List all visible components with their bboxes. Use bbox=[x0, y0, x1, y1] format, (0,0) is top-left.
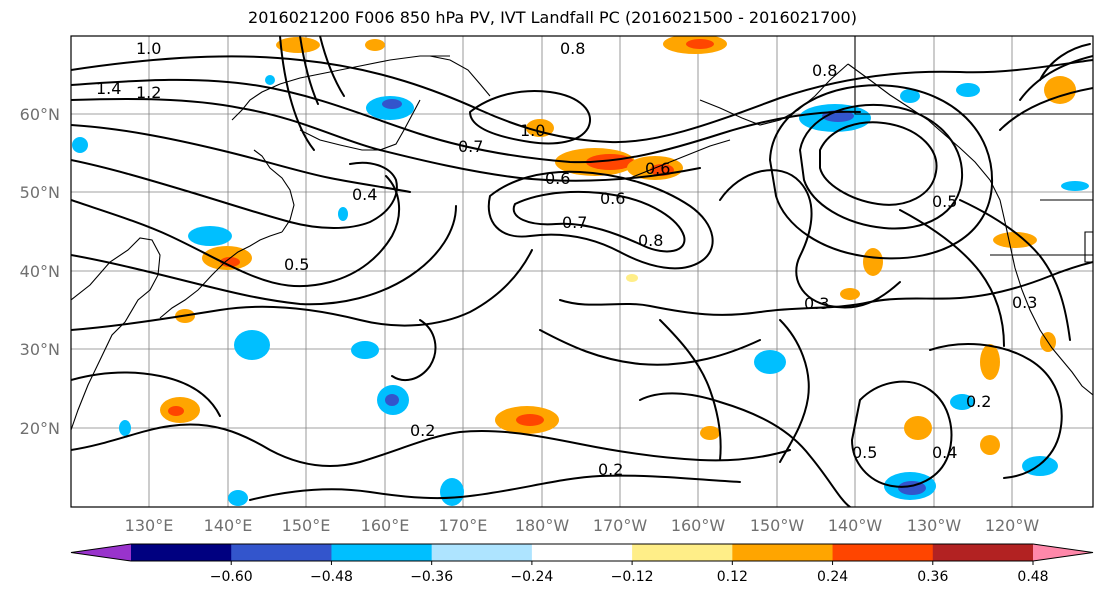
lon-label: 170°W bbox=[593, 516, 648, 535]
contour-label: 0.6 bbox=[545, 169, 570, 188]
contour-label: 0.4 bbox=[352, 185, 377, 204]
lat-label-20n: 20°N bbox=[20, 419, 60, 438]
colorbar-tick-label: −0.24 bbox=[510, 569, 553, 585]
pv-contours bbox=[71, 36, 1093, 507]
contour-label: 0.3 bbox=[804, 294, 829, 313]
contour-label: 0.7 bbox=[458, 137, 483, 156]
colorbar-bin bbox=[531, 544, 633, 561]
coastlines bbox=[71, 36, 1093, 431]
contour-label: 0.5 bbox=[284, 255, 309, 274]
contour-label: 0.6 bbox=[600, 189, 625, 208]
lon-label: 130°E bbox=[125, 516, 174, 535]
colorbar-tick-label: 0.48 bbox=[1017, 569, 1048, 585]
map-content: 1.0 1.4 1.2 0.8 0.6 0.7 0.4 0.5 0.3 0.2 … bbox=[71, 36, 1093, 507]
colorbar-bin bbox=[131, 544, 232, 561]
lon-label: 130°W bbox=[907, 516, 962, 535]
longitude-labels: 130°E 140°E 150°E 160°E 170°E 180°W 170°… bbox=[125, 516, 1040, 535]
page-title: 2016021200 F006 850 hPa PV, IVT Landfall… bbox=[248, 8, 857, 27]
lat-label-50n: 50°N bbox=[20, 183, 60, 202]
colorbar-bin bbox=[231, 544, 332, 561]
lon-label: 180°W bbox=[515, 516, 570, 535]
contour-label: 0.2 bbox=[598, 460, 623, 479]
colorbar-outline bbox=[70, 543, 1094, 562]
contour-label: 0.8 bbox=[560, 39, 585, 58]
colorbar-bin bbox=[932, 544, 1034, 561]
contour-label: 0.2 bbox=[410, 421, 435, 440]
colorbar-bin bbox=[331, 544, 433, 561]
lat-label-40n: 40°N bbox=[20, 262, 60, 281]
contour-label: 0.5 bbox=[932, 192, 957, 211]
contour-labels: 1.0 1.4 1.2 0.8 0.6 0.7 0.4 0.5 0.3 0.2 … bbox=[96, 39, 1037, 479]
lon-label: 160°E bbox=[361, 516, 410, 535]
colorbar-tick-label: 0.24 bbox=[817, 569, 848, 585]
lon-label: 140°E bbox=[204, 516, 253, 535]
colorbar-bin bbox=[632, 544, 733, 561]
lon-label: 170°E bbox=[439, 516, 488, 535]
colorbar-tick-label: 0.36 bbox=[917, 569, 948, 585]
contour-label: 1.4 bbox=[96, 79, 121, 98]
lon-label: 150°E bbox=[282, 516, 331, 535]
map-background bbox=[71, 36, 1093, 507]
colorbar-arrow-min bbox=[71, 544, 131, 561]
colorbar-tick-label: −0.36 bbox=[410, 569, 453, 585]
contour-label: 0.3 bbox=[1012, 293, 1037, 312]
contour-label: 0.7 bbox=[562, 213, 587, 232]
colorbar-arrow-max bbox=[1033, 544, 1093, 561]
latitude-labels: 60°N 50°N 40°N 30°N 20°N bbox=[20, 105, 60, 438]
contour-label: 0.8 bbox=[638, 231, 663, 250]
lat-label-60n: 60°N bbox=[20, 105, 60, 124]
colorbar-tick-label: −0.60 bbox=[210, 569, 253, 585]
colorbar-bin bbox=[732, 544, 834, 561]
lon-label: 150°W bbox=[750, 516, 805, 535]
colorbar-tick-label: −0.48 bbox=[310, 569, 353, 585]
contour-label: 1.0 bbox=[136, 39, 161, 58]
contour-label: 0.4 bbox=[932, 443, 957, 462]
colorbar-tick-label: 0.12 bbox=[717, 569, 748, 585]
contour-label: 0.8 bbox=[812, 61, 837, 80]
contour-label: 0.6 bbox=[645, 159, 670, 178]
contour-label: 1.2 bbox=[136, 83, 161, 102]
contour-label: 1.0 bbox=[520, 121, 545, 140]
map-frame bbox=[70, 35, 1094, 508]
colorbar: −0.60 −0.48 −0.36 −0.24 −0.12 0.12 0.24 0.36 0.4… bbox=[70, 543, 1094, 585]
lon-label: 120°W bbox=[985, 516, 1040, 535]
lon-label: 140°W bbox=[828, 516, 883, 535]
lat-label-30n: 30°N bbox=[20, 340, 60, 359]
colorbar-tick-label: −0.12 bbox=[611, 569, 654, 585]
colorbar-bin bbox=[832, 544, 934, 561]
lon-label: 160°W bbox=[671, 516, 726, 535]
colorbar-bin bbox=[431, 544, 533, 561]
contour-label: 0.2 bbox=[966, 392, 991, 411]
contour-label: 0.5 bbox=[852, 443, 877, 462]
